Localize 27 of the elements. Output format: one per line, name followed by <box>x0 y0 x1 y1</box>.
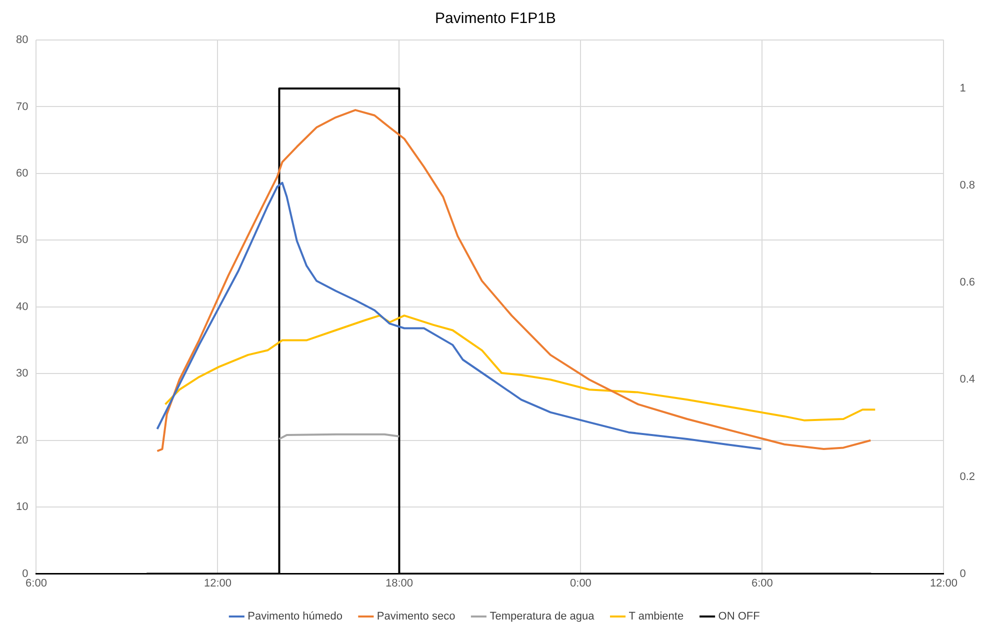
y2-tick-label: 0 <box>960 568 966 580</box>
x-tick-label: 6:00 <box>752 577 773 590</box>
y2-tick-label: 1 <box>960 82 966 95</box>
x-tick-label: 12:00 <box>204 577 232 590</box>
y-tick-label: 80 <box>16 34 28 46</box>
y-tick-label: 10 <box>16 501 28 514</box>
legend-label: Pavimento seco <box>376 610 456 623</box>
y-tick-label: 50 <box>16 234 28 246</box>
x-tick-label: 12:00 <box>930 577 958 590</box>
legend-label: T ambiente <box>628 610 684 623</box>
x-tick-label: 0:00 <box>570 577 592 590</box>
y2-tick-label: 0.6 <box>960 276 976 289</box>
chart-title: Pavimento F1P1B <box>435 10 556 28</box>
x-tick-label: 6:00 <box>26 577 47 590</box>
y-tick-label: 60 <box>16 167 28 180</box>
y-tick-label: 40 <box>16 300 28 313</box>
x-tick-label: 18:00 <box>385 577 413 590</box>
y-tick-label: 0 <box>22 568 28 580</box>
y2-tick-label: 0.2 <box>960 470 976 483</box>
legend-label: Temperatura de agua <box>490 610 596 623</box>
y2-tick-label: 0.4 <box>960 374 976 386</box>
y2-tick-label: 0.8 <box>960 180 976 192</box>
y-tick-label: 70 <box>16 100 28 113</box>
y-tick-label: 30 <box>16 368 28 380</box>
legend-label: ON OFF <box>718 610 760 623</box>
y-tick-label: 20 <box>16 434 28 446</box>
legend-label: Pavimento húmedo <box>248 610 342 623</box>
